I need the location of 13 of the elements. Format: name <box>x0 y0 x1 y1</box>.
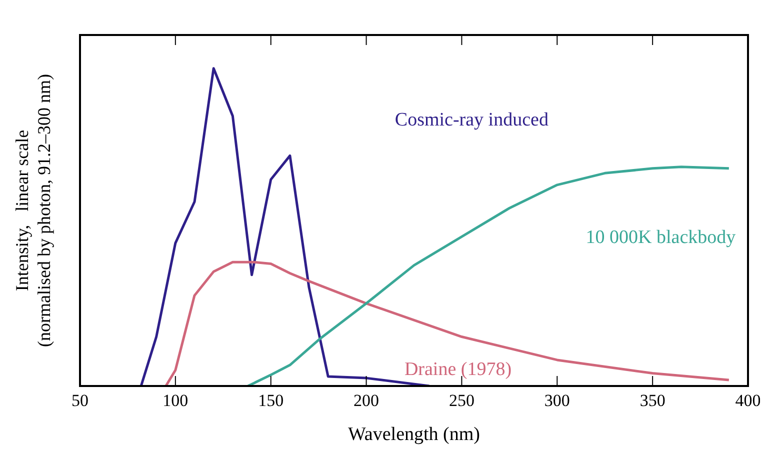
x-tick-label: 150 <box>258 391 284 410</box>
x-tick-label: 300 <box>544 391 570 410</box>
x-tick-label: 250 <box>448 391 474 410</box>
x-tick-label: 350 <box>640 391 666 410</box>
text: Cosmic-ray induced <box>394 110 549 131</box>
x-axis-title: Wavelength (nm) <box>348 424 480 445</box>
text: 10 000K blackbody <box>586 227 736 248</box>
x-tick-label: 100 <box>162 391 188 410</box>
x-tick-label: 50 <box>72 391 88 410</box>
y-axis-title: Intensity, linear scale (normalised by photon, 91.2–300 nm) <box>12 74 54 347</box>
series-label: Draine (1978) <box>404 358 512 380</box>
x-tick-label: 200 <box>354 391 380 410</box>
x-tick-label: 400 <box>735 391 761 410</box>
